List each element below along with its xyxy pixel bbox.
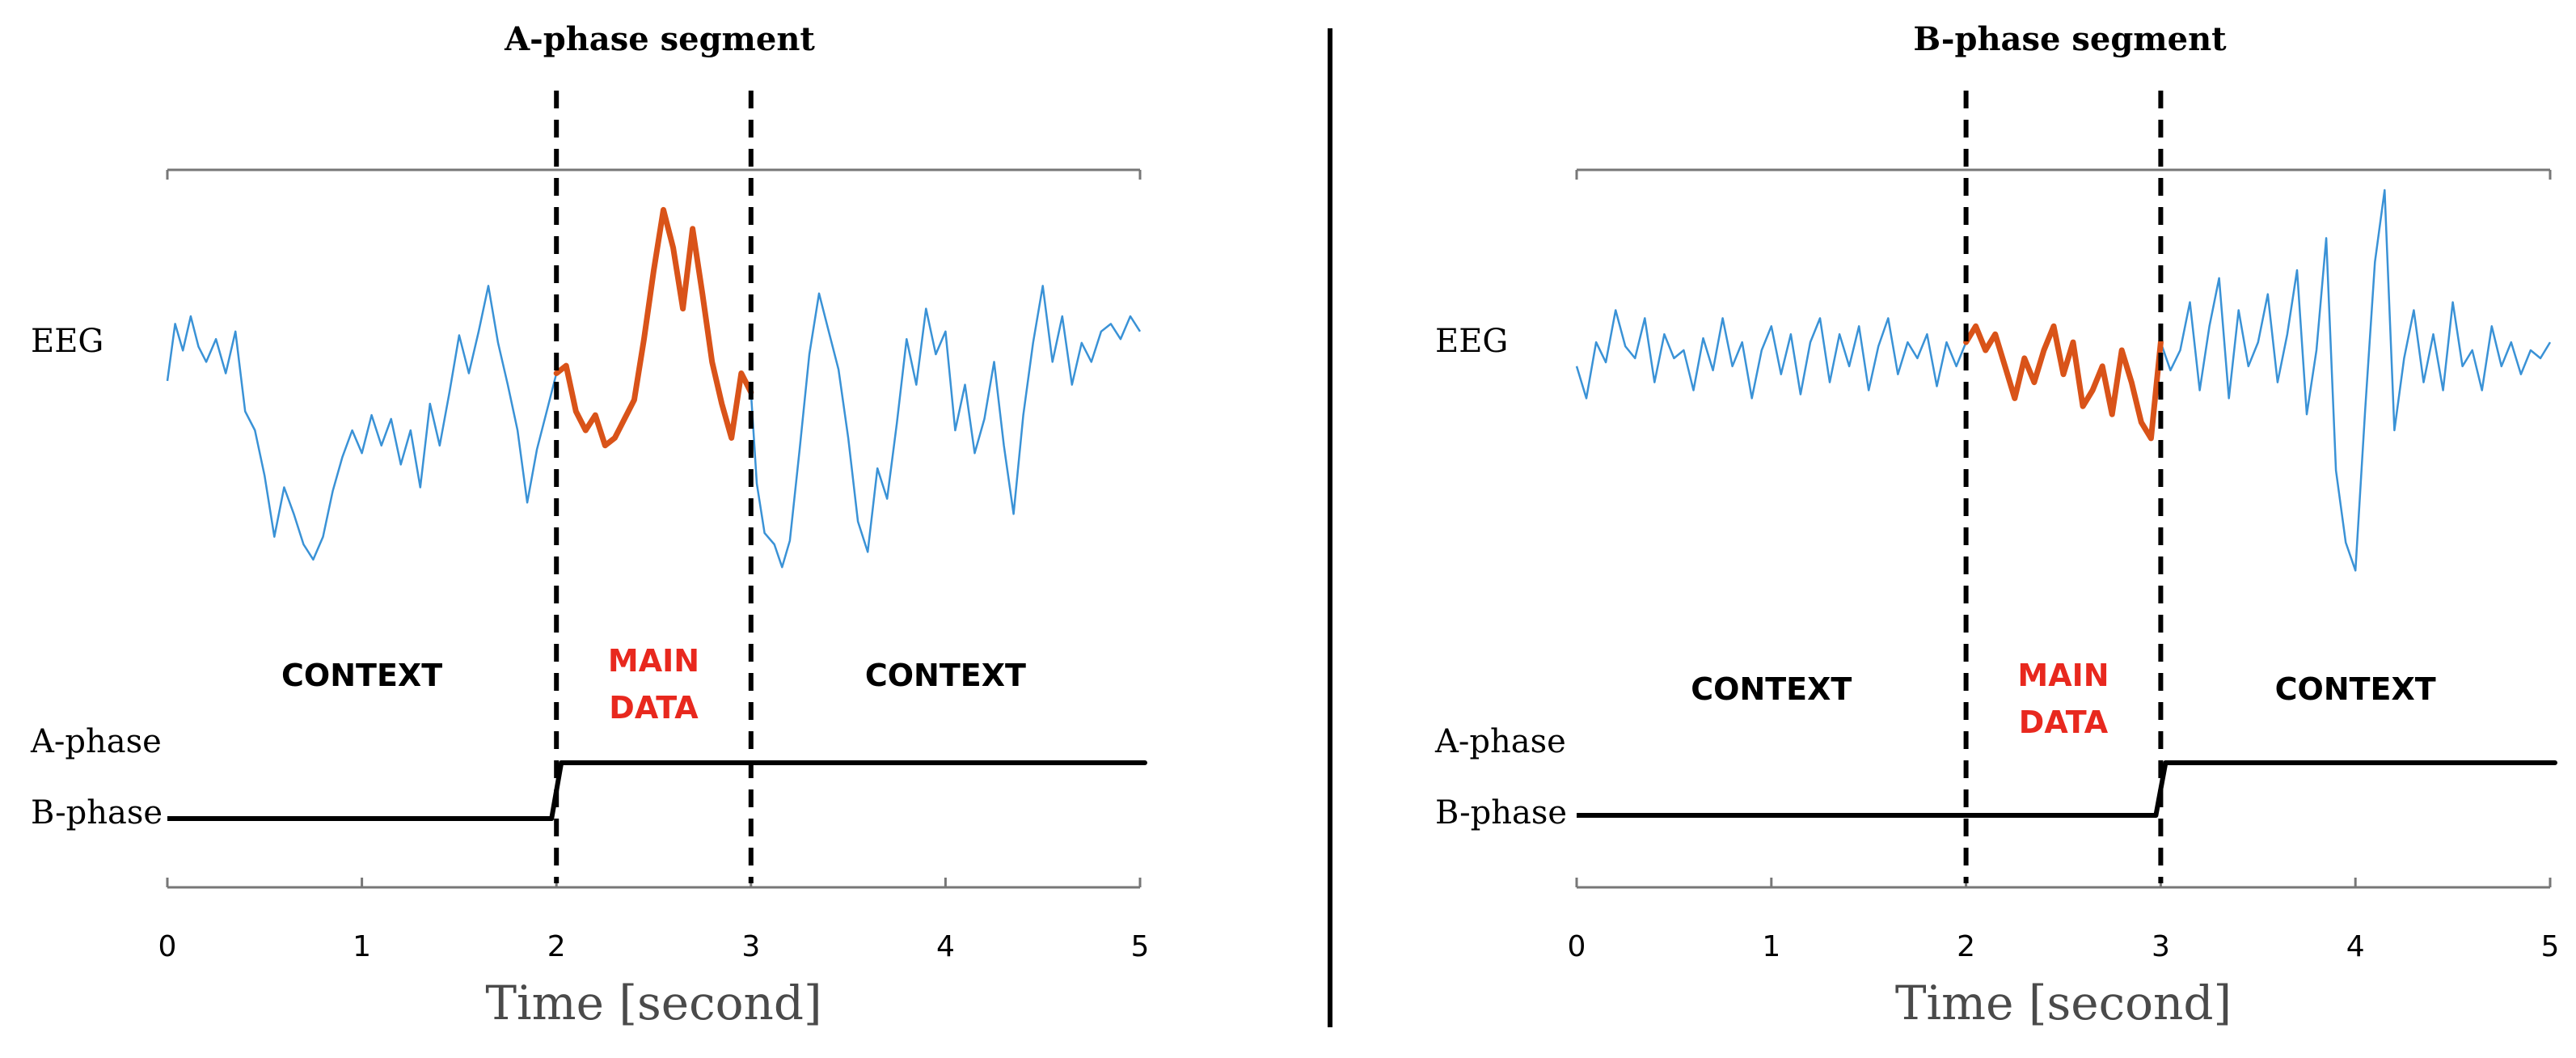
a-phase-label: A-phase xyxy=(30,723,162,760)
x-tick-label: 0 xyxy=(1568,930,1586,963)
main-data-label-line2: DATA xyxy=(2019,705,2109,740)
context-left-label: CONTEXT xyxy=(281,658,442,693)
x-tick-label: 5 xyxy=(2541,930,2560,963)
eeg-trace-after xyxy=(750,285,1142,569)
x-axis-label: Time [second] xyxy=(485,975,821,1030)
phase-step-line xyxy=(167,760,1147,821)
b-phase-label: B-phase xyxy=(31,794,163,832)
main-data-trace xyxy=(1963,323,2164,442)
main-data-label-line2: DATA xyxy=(609,690,699,726)
x-tick-label: 1 xyxy=(1762,930,1780,963)
x-tick-label: 2 xyxy=(1957,930,1975,963)
main-data-label-line1: MAIN xyxy=(608,643,699,679)
chart-title: A-phase segment xyxy=(504,20,815,58)
eeg-trace-before xyxy=(1575,309,1967,400)
panel-b-phase-segment: B-phase segment 0 1 2 3 4 5 Time [second] EEG A-p… xyxy=(1434,20,2559,1030)
eeg-trace-before xyxy=(166,285,558,561)
x-tick-label: 3 xyxy=(2152,930,2170,963)
phase-step-line xyxy=(1577,760,2557,818)
b-phase-label: B-phase xyxy=(1435,794,1567,832)
eeg-label: EEG xyxy=(31,323,103,360)
eeg-trace-after xyxy=(2160,188,2552,572)
context-right-label: CONTEXT xyxy=(2275,671,2436,707)
x-tick-label: 4 xyxy=(936,930,955,963)
x-tick-label: 3 xyxy=(741,930,760,963)
panel-a-phase-segment: A-phase segment 0 1 2 3 4 5 Time [second] EEG A-p… xyxy=(30,20,1149,1030)
x-tick-label: 4 xyxy=(2346,930,2365,963)
x-tick-label: 2 xyxy=(547,930,566,963)
eeg-label: EEG xyxy=(1435,323,1508,360)
main-data-label-line1: MAIN xyxy=(2017,658,2109,693)
x-tick-label: 1 xyxy=(353,930,371,963)
main-data-trace xyxy=(553,206,754,449)
x-tick-label: 5 xyxy=(1131,930,1150,963)
context-left-label: CONTEXT xyxy=(1691,671,1852,707)
a-phase-label: A-phase xyxy=(1434,723,1566,760)
x-tick-label: 0 xyxy=(158,930,177,963)
chart-title: B-phase segment xyxy=(1913,20,2227,58)
x-axis-label: Time [second] xyxy=(1895,975,2232,1030)
context-right-label: CONTEXT xyxy=(865,658,1026,693)
